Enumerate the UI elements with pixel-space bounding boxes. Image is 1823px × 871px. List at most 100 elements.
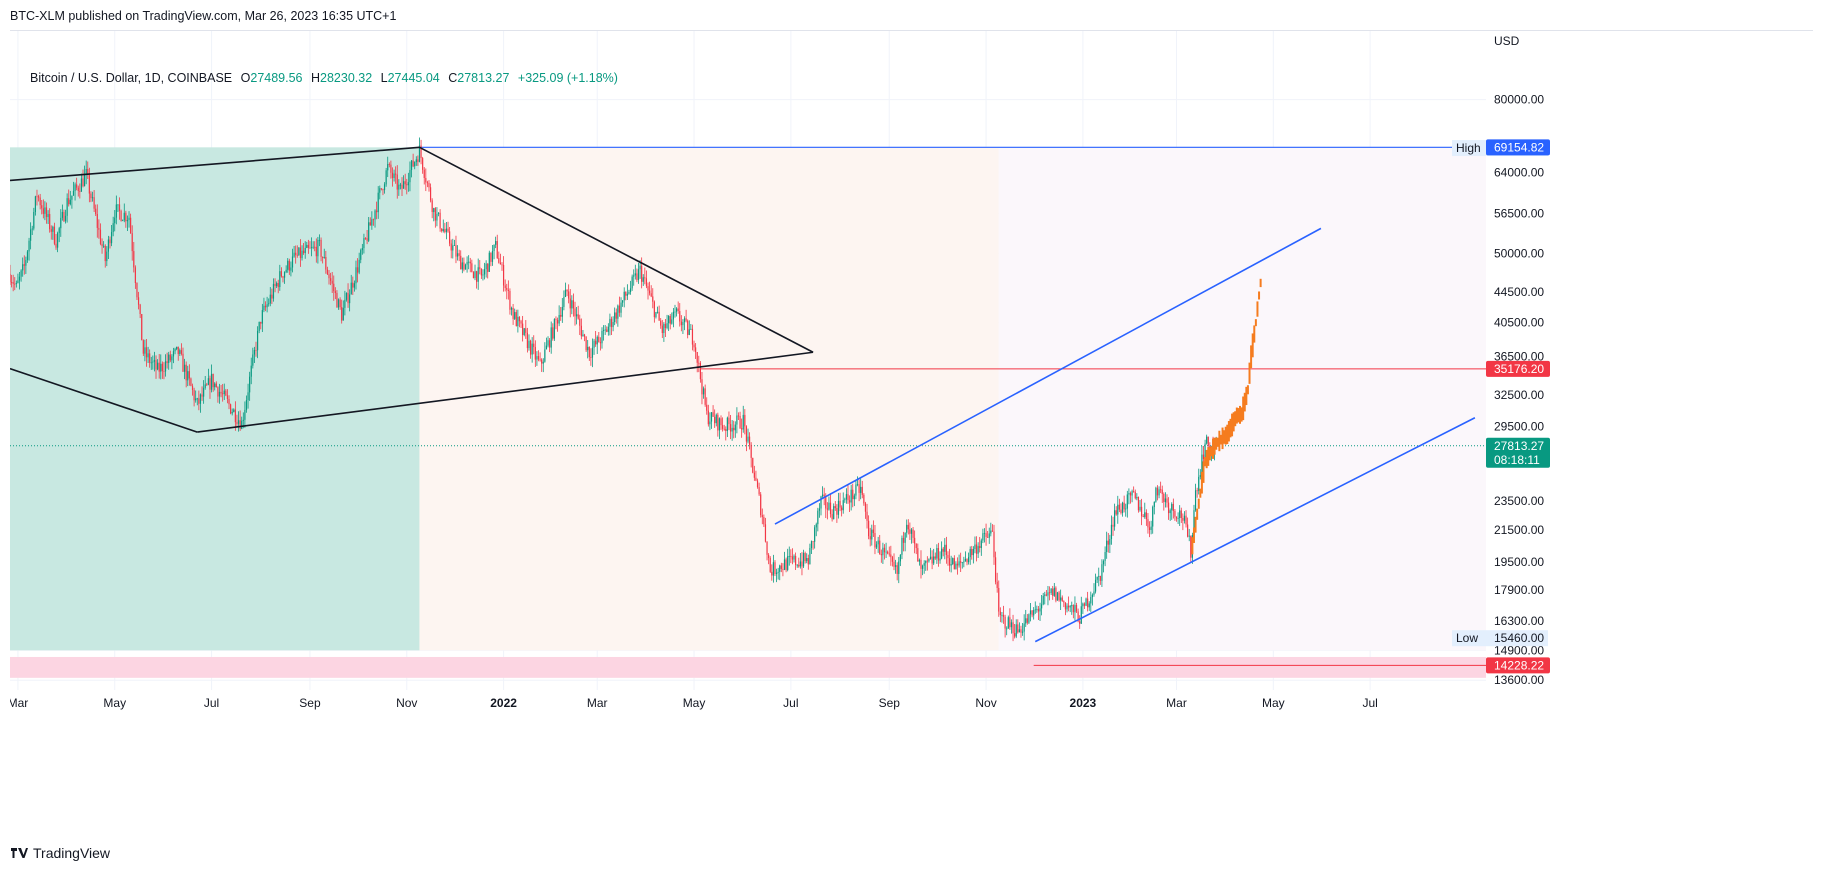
- x-axis[interactable]: Mar May Jul Sep Nov 2022 Mar May Jul Sep Nov 2023 Ma…: [10, 696, 1378, 710]
- candle-body: [10, 282, 13, 283]
- candle-body: [63, 212, 65, 222]
- candle-body: [572, 300, 575, 309]
- candle-body: [1026, 618, 1028, 623]
- candle-body: [88, 174, 90, 194]
- candle-body: [82, 178, 84, 187]
- candle-body: [575, 314, 578, 317]
- candle-body: [549, 340, 551, 348]
- candle-body: [977, 546, 979, 554]
- candle-body: [669, 316, 671, 324]
- candle-body: [322, 256, 324, 258]
- y-tick-label: 80000.00: [1494, 93, 1544, 107]
- candle-body: [474, 271, 476, 279]
- candle-body: [956, 563, 959, 566]
- candle-body: [328, 274, 330, 279]
- candle-body: [374, 210, 376, 220]
- candle-body: [214, 383, 216, 388]
- tradingview-logo-icon: [11, 848, 28, 858]
- candle-body: [44, 207, 46, 214]
- candle-body: [1115, 510, 1117, 515]
- candle-body: [717, 414, 719, 431]
- candle-body: [10, 273, 11, 283]
- candle-body: [212, 373, 214, 388]
- candle-body: [842, 500, 844, 511]
- candle-body: [991, 530, 994, 532]
- candle-body: [247, 392, 249, 401]
- candle-body: [733, 427, 735, 431]
- candle-body: [398, 184, 400, 190]
- candle-body: [1023, 623, 1025, 632]
- candle-body: [883, 547, 886, 553]
- candle-body: [371, 219, 373, 226]
- candle-body: [682, 322, 684, 326]
- candle-body: [352, 282, 354, 288]
- candle-body: [57, 233, 59, 248]
- candle-body: [414, 162, 416, 167]
- x-tick-label: Nov: [975, 696, 996, 710]
- candle-body: [545, 345, 548, 350]
- candle-body: [242, 419, 244, 421]
- candle-body: [923, 563, 925, 566]
- candle-body: [361, 248, 363, 251]
- brand-footer[interactable]: TradingView: [10, 843, 110, 863]
- candle-body: [939, 558, 941, 561]
- candle-body: [174, 348, 176, 352]
- candle-body: [602, 330, 605, 331]
- candle-body: [985, 533, 987, 537]
- candle-body: [326, 269, 329, 275]
- candle-body: [36, 196, 38, 198]
- candle-body: [1071, 605, 1073, 607]
- candle-body: [821, 494, 824, 497]
- candle-body: [150, 362, 152, 364]
- candle-body: [493, 244, 495, 251]
- candle-body: [20, 270, 22, 277]
- chart-frame[interactable]: Mar May Jul Sep Nov 2022 Mar May Jul Sep Nov 2023 Ma…: [10, 30, 1813, 842]
- candle-body: [1085, 598, 1087, 606]
- price-badge: [1486, 139, 1550, 156]
- currency-label: USD: [1494, 34, 1520, 48]
- candle-body: [1112, 524, 1114, 527]
- candle-body: [672, 311, 675, 320]
- candle-body: [483, 269, 486, 275]
- candle-body: [1196, 490, 1198, 492]
- candle-body: [771, 571, 773, 576]
- candle-body: [534, 347, 536, 360]
- candle-body: [860, 486, 862, 493]
- candle-body: [409, 170, 411, 183]
- candle-body: [898, 561, 900, 574]
- candle-body: [944, 544, 946, 552]
- x-tick-label: Jul: [1362, 696, 1377, 710]
- candle-body: [106, 251, 108, 262]
- candle-body: [591, 347, 594, 358]
- candle-body: [1190, 535, 1192, 558]
- candle-body: [877, 540, 879, 545]
- candle-body: [796, 564, 798, 566]
- axis-marker-value: 15460.00: [1494, 631, 1544, 645]
- price-chart[interactable]: Mar May Jul Sep Nov 2022 Mar May Jul Sep Nov 2023 Ma…: [10, 31, 1813, 842]
- candle-body: [539, 359, 541, 361]
- candle-body: [945, 544, 947, 555]
- candle-body: [280, 271, 282, 277]
- candle-body: [283, 272, 286, 278]
- candle-body: [512, 307, 514, 319]
- candle-body: [95, 208, 97, 215]
- candle-body: [683, 318, 686, 323]
- candle-body: [1179, 510, 1181, 519]
- candle-body: [445, 228, 448, 233]
- candle-body: [299, 247, 302, 259]
- candle-body: [598, 336, 600, 343]
- candle-body: [269, 294, 271, 304]
- candle-body: [258, 321, 260, 331]
- candle-body: [748, 436, 751, 445]
- x-tick-label: May: [1262, 696, 1285, 710]
- candle-body: [625, 291, 627, 296]
- candle-body: [1152, 506, 1154, 527]
- candle-body: [639, 265, 641, 270]
- candle-body: [522, 323, 524, 335]
- y-tick-label: 13600.00: [1494, 673, 1544, 687]
- candle-body: [502, 264, 505, 286]
- candle-body: [55, 243, 57, 248]
- candle-body: [568, 291, 570, 299]
- candle-body: [917, 548, 919, 562]
- candle-body: [115, 204, 117, 218]
